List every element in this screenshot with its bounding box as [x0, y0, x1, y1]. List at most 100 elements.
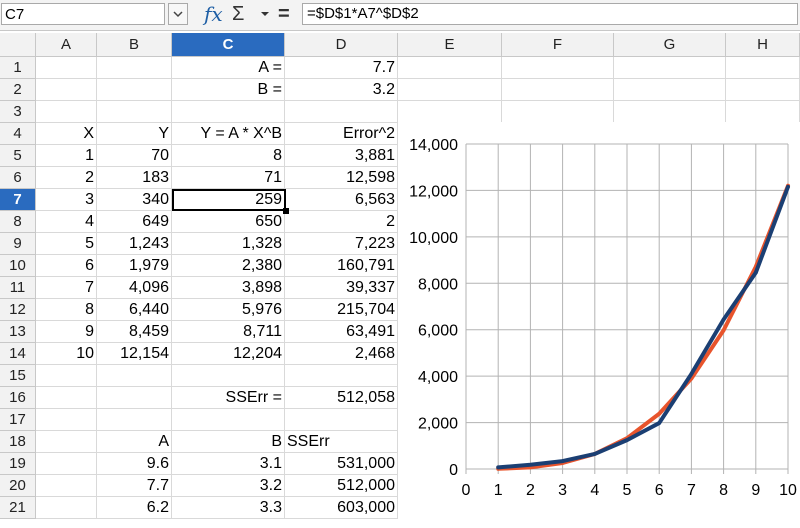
cell-h3[interactable] — [726, 101, 800, 123]
column-header-e[interactable]: E — [398, 33, 502, 57]
cell-c16[interactable]: SSErr = — [172, 387, 285, 409]
cell-a5[interactable]: 1 — [36, 145, 97, 167]
cell-b12[interactable]: 6,440 — [97, 299, 172, 321]
row-header-15[interactable]: 15 — [0, 365, 36, 387]
cell-b20[interactable]: 7.7 — [97, 475, 172, 497]
row-header-5[interactable]: 5 — [0, 145, 36, 167]
cell-e1[interactable] — [398, 57, 502, 79]
cell-g1[interactable] — [614, 57, 726, 79]
cell-b7[interactable]: 340 — [97, 189, 172, 211]
cell-d13[interactable]: 63,491 — [285, 321, 398, 343]
cell-b19[interactable]: 9.6 — [97, 453, 172, 475]
cell-a18[interactable] — [36, 431, 97, 453]
cell-b1[interactable] — [97, 57, 172, 79]
cell-d10[interactable]: 160,791 — [285, 255, 398, 277]
cell-a3[interactable] — [36, 101, 97, 123]
column-header-g[interactable]: G — [614, 33, 726, 57]
cell-d14[interactable]: 2,468 — [285, 343, 398, 365]
cell-d9[interactable]: 7,223 — [285, 233, 398, 255]
row-header-13[interactable]: 13 — [0, 321, 36, 343]
cell-c10[interactable]: 2,380 — [172, 255, 285, 277]
cell-b15[interactable] — [97, 365, 172, 387]
cell-c18[interactable]: B — [172, 431, 285, 453]
cell-h2[interactable] — [726, 79, 800, 101]
cell-d21[interactable]: 603,000 — [285, 497, 398, 519]
cell-d3[interactable] — [285, 101, 398, 123]
cell-g2[interactable] — [614, 79, 726, 101]
cell-a17[interactable] — [36, 409, 97, 431]
cell-a12[interactable]: 8 — [36, 299, 97, 321]
row-header-6[interactable]: 6 — [0, 167, 36, 189]
cell-c7[interactable]: 259 — [172, 189, 285, 211]
row-header-8[interactable]: 8 — [0, 211, 36, 233]
name-box-dropdown-button[interactable] — [168, 3, 188, 25]
row-header-16[interactable]: 16 — [0, 387, 36, 409]
cell-b13[interactable]: 8,459 — [97, 321, 172, 343]
cell-a16[interactable] — [36, 387, 97, 409]
cell-c19[interactable]: 3.1 — [172, 453, 285, 475]
cell-d6[interactable]: 12,598 — [285, 167, 398, 189]
cell-a19[interactable] — [36, 453, 97, 475]
cell-c15[interactable] — [172, 365, 285, 387]
cell-c13[interactable]: 8,711 — [172, 321, 285, 343]
cell-c9[interactable]: 1,328 — [172, 233, 285, 255]
row-header-18[interactable]: 18 — [0, 431, 36, 453]
row-header-1[interactable]: 1 — [0, 57, 36, 79]
cell-b6[interactable]: 183 — [97, 167, 172, 189]
cell-c8[interactable]: 650 — [172, 211, 285, 233]
cell-b9[interactable]: 1,243 — [97, 233, 172, 255]
cell-a1[interactable] — [36, 57, 97, 79]
cell-c21[interactable]: 3.3 — [172, 497, 285, 519]
cell-c2[interactable]: B = — [172, 79, 285, 101]
cell-c11[interactable]: 3,898 — [172, 277, 285, 299]
cell-a4[interactable]: X — [36, 123, 97, 145]
line-chart[interactable]: 0 2,000 4,000 6,000 8,000 10,000 12,000 14,000 0… — [398, 122, 800, 523]
cell-c3[interactable] — [172, 101, 285, 123]
row-header-21[interactable]: 21 — [0, 497, 36, 519]
column-header-d[interactable]: D — [285, 33, 398, 57]
row-header-9[interactable]: 9 — [0, 233, 36, 255]
cell-a13[interactable]: 9 — [36, 321, 97, 343]
row-header-11[interactable]: 11 — [0, 277, 36, 299]
cell-b14[interactable]: 12,154 — [97, 343, 172, 365]
row-header-10[interactable]: 10 — [0, 255, 36, 277]
formula-input[interactable]: =$D$1*A7^$D$2 — [302, 3, 798, 25]
cell-a6[interactable]: 2 — [36, 167, 97, 189]
cell-d18[interactable]: SSErr — [285, 431, 398, 453]
cell-h1[interactable] — [726, 57, 800, 79]
cell-c17[interactable] — [172, 409, 285, 431]
cell-a7[interactable]: 3 — [36, 189, 97, 211]
row-header-12[interactable]: 12 — [0, 299, 36, 321]
cell-c20[interactable]: 3.2 — [172, 475, 285, 497]
cell-d17[interactable] — [285, 409, 398, 431]
row-header-14[interactable]: 14 — [0, 343, 36, 365]
sum-dropdown-icon[interactable] — [258, 2, 272, 26]
row-header-7[interactable]: 7 — [0, 189, 36, 211]
sum-icon[interactable]: Σ — [232, 3, 245, 25]
name-box[interactable]: C7 — [1, 3, 165, 25]
column-header-b[interactable]: B — [97, 33, 172, 57]
cell-g3[interactable] — [614, 101, 726, 123]
cell-b21[interactable]: 6.2 — [97, 497, 172, 519]
cell-a11[interactable]: 7 — [36, 277, 97, 299]
cell-c1[interactable]: A = — [172, 57, 285, 79]
row-header-4[interactable]: 4 — [0, 123, 36, 145]
cell-b3[interactable] — [97, 101, 172, 123]
cell-c14[interactable]: 12,204 — [172, 343, 285, 365]
cell-d15[interactable] — [285, 365, 398, 387]
cell-b17[interactable] — [97, 409, 172, 431]
cell-b10[interactable]: 1,979 — [97, 255, 172, 277]
cell-c5[interactable]: 8 — [172, 145, 285, 167]
cell-a10[interactable]: 6 — [36, 255, 97, 277]
cell-b5[interactable]: 70 — [97, 145, 172, 167]
cell-d16[interactable]: 512,058 — [285, 387, 398, 409]
cell-f3[interactable] — [502, 101, 614, 123]
cell-a15[interactable] — [36, 365, 97, 387]
cell-d12[interactable]: 215,704 — [285, 299, 398, 321]
cell-c4[interactable]: Y = A * X^B — [172, 123, 285, 145]
cell-d11[interactable]: 39,337 — [285, 277, 398, 299]
cell-d2[interactable]: 3.2 — [285, 79, 398, 101]
cell-b8[interactable]: 649 — [97, 211, 172, 233]
cell-d8[interactable]: 2 — [285, 211, 398, 233]
row-header-19[interactable]: 19 — [0, 453, 36, 475]
